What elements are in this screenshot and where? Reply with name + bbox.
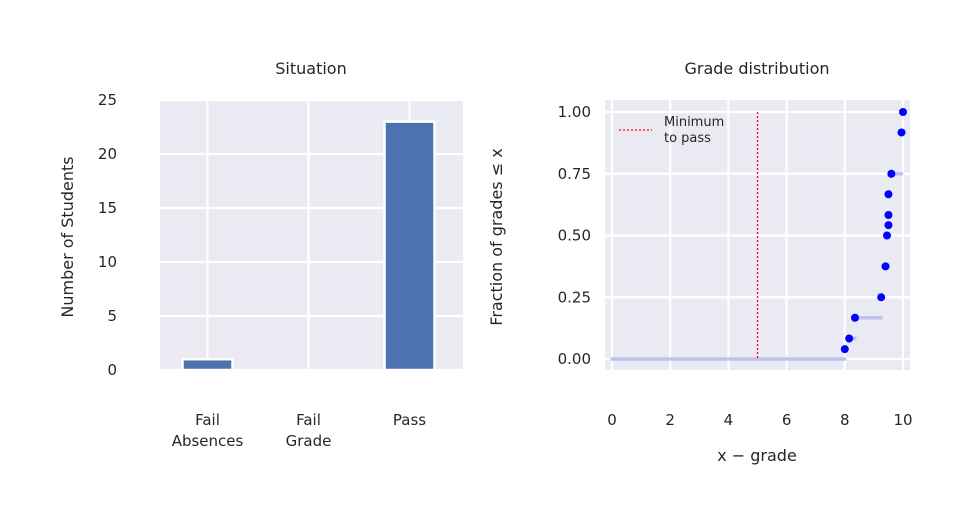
grade-distribution-y-tick-label: 0.25 (558, 288, 591, 306)
situation-y-tick-label: 0 (107, 361, 117, 379)
situation-y-tick-label: 25 (98, 91, 117, 109)
grade-distribution-y-axis-label: Fraction of grades ≤ x (487, 148, 506, 325)
legend-label-line2: to pass (664, 131, 711, 146)
legend: Minimum to pass (619, 115, 724, 146)
grade-distribution-x-tick-label: 6 (782, 411, 792, 429)
situation-y-tick-label: 5 (107, 307, 117, 325)
grade-distribution-x-tick-label: 2 (665, 411, 675, 429)
grade-distribution-y-tick-label: 0.00 (558, 350, 591, 368)
grade-distribution-y-ticks: 0.00 0.25 0.50 0.75 1.00 (558, 103, 591, 368)
ecdf-point (884, 210, 893, 219)
grade-distribution-x-ticks: 0 2 4 6 8 10 (607, 411, 912, 429)
grade-distribution-y-tick-label: 0.50 (558, 227, 591, 245)
ecdf-point (845, 334, 854, 343)
situation-x-tick-label: Pass (393, 411, 426, 429)
situation-x-ticks: Fail Absences Fail Grade Pass (172, 411, 427, 450)
situation-bar (181, 357, 234, 372)
situation-x-tick-label: Fail (195, 411, 220, 429)
situation-bars (181, 120, 436, 372)
ecdf-point (897, 128, 906, 137)
grade-distribution-title: Grade distribution (684, 59, 829, 78)
grade-distribution-y-tick-label: 1.00 (558, 103, 591, 121)
grade-distribution-y-tick-label: 0.75 (558, 165, 591, 183)
situation-x-tick-label: Grade (286, 432, 332, 450)
situation-y-tick-label: 20 (98, 145, 117, 163)
ecdf-point (840, 345, 849, 354)
grade-distribution-x-tick-label: 0 (607, 411, 617, 429)
grade-distribution-x-tick-label: 4 (724, 411, 734, 429)
legend-label-line1: Minimum (664, 115, 724, 130)
situation-y-tick-label: 10 (98, 253, 117, 271)
ecdf-points (840, 108, 907, 354)
grade-distribution-x-tick-label: 8 (840, 411, 850, 429)
ecdf-point (884, 190, 893, 199)
situation-y-ticks: 0 5 10 15 20 25 (98, 91, 117, 379)
ecdf-point (887, 169, 896, 178)
situation-chart: 0 5 10 15 20 25 Fail Absences Fail Grade Pass Sit… (58, 59, 463, 450)
ecdf-point (881, 262, 890, 271)
situation-y-tick-label: 15 (98, 199, 117, 217)
situation-x-tick-label: Absences (172, 432, 244, 450)
ecdf-point (877, 293, 886, 302)
ecdf-point (884, 221, 893, 230)
situation-y-axis-label: Number of Students (58, 156, 77, 317)
situation-title: Situation (275, 59, 346, 78)
situation-bar (383, 120, 436, 372)
ecdf-point (882, 231, 891, 240)
situation-x-tick-label: Fail (296, 411, 321, 429)
grade-distribution-chart: 0.00 0.25 0.50 0.75 1.00 0 2 4 6 8 10 Grade distr… (487, 59, 913, 465)
ecdf-point (899, 108, 907, 116)
ecdf-point (850, 313, 859, 322)
grade-distribution-x-axis-label: x − grade (717, 446, 797, 465)
grade-distribution-x-tick-label: 10 (893, 411, 912, 429)
